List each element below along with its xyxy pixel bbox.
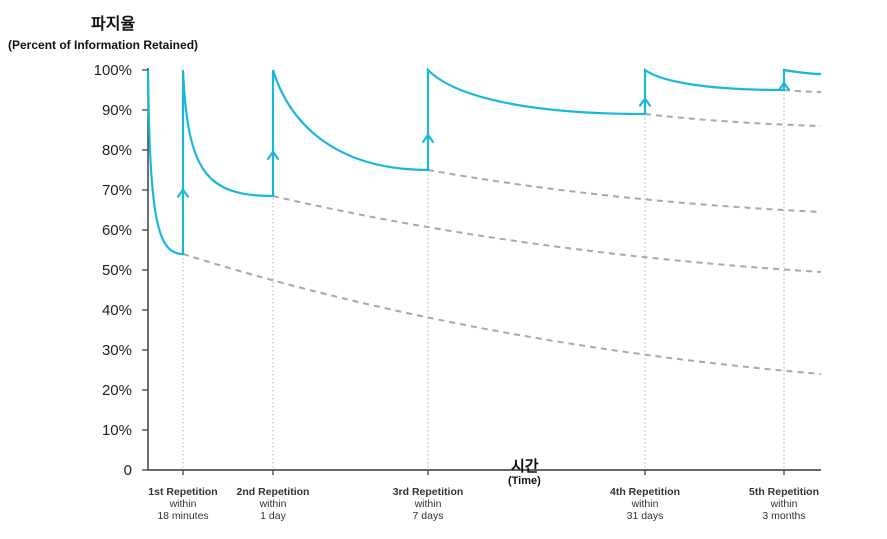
repetition-label: 31 days	[627, 510, 664, 522]
y-tick-label: 0	[124, 462, 132, 479]
y-tick-label: 50%	[102, 262, 132, 279]
repetition-label: 4th Repetition	[610, 486, 680, 498]
y-tick-label: 60%	[102, 222, 132, 239]
repetition-label: within	[414, 498, 442, 510]
y-tick-label: 20%	[102, 382, 132, 399]
repetition-label: 5th Repetition	[749, 486, 819, 498]
repetition-label: within	[169, 498, 197, 510]
y-tick-label: 10%	[102, 422, 132, 439]
repetition-label: 18 minutes	[157, 510, 208, 522]
review-up-arrow	[421, 133, 435, 144]
unreviewed-forgetting-curve	[182, 253, 822, 375]
x-axis-subtitle: (Time)	[508, 475, 541, 487]
repetition-label: within	[770, 498, 798, 510]
y-tick-label: 40%	[102, 302, 132, 319]
unreviewed-forgetting-curve	[272, 195, 822, 273]
repetition-label: 3 months	[762, 510, 805, 522]
repetition-label: 2nd Repetition	[237, 486, 310, 498]
repetition-label: 1st Repetition	[148, 486, 217, 498]
repetition-label: 7 days	[413, 510, 444, 522]
review-up-arrow	[638, 97, 652, 107]
y-tick-label: 80%	[102, 142, 132, 159]
repetition-label: within	[259, 498, 287, 510]
y-tick-label: 70%	[102, 182, 132, 199]
unreviewed-forgetting-curve	[427, 169, 822, 213]
review-up-arrow	[266, 150, 280, 160]
y-tick-label: 90%	[102, 102, 132, 119]
y-axis-subtitle: (Percent of Information Retained)	[8, 38, 199, 52]
unreviewed-forgetting-curve	[644, 113, 822, 127]
reviewed-retention-curve	[146, 67, 822, 256]
repetition-label: 1 day	[260, 510, 286, 522]
unreviewed-forgetting-curve	[783, 89, 822, 93]
y-tick-label: 100%	[94, 62, 132, 79]
repetition-label: 3rd Repetition	[393, 486, 464, 498]
review-up-arrow	[777, 81, 791, 92]
y-axis-title: 파지율	[91, 14, 136, 33]
y-tick-label: 30%	[102, 342, 132, 359]
repetition-label: within	[631, 498, 659, 510]
x-axis-title: 시간	[511, 457, 539, 475]
review-up-arrow	[176, 188, 190, 198]
